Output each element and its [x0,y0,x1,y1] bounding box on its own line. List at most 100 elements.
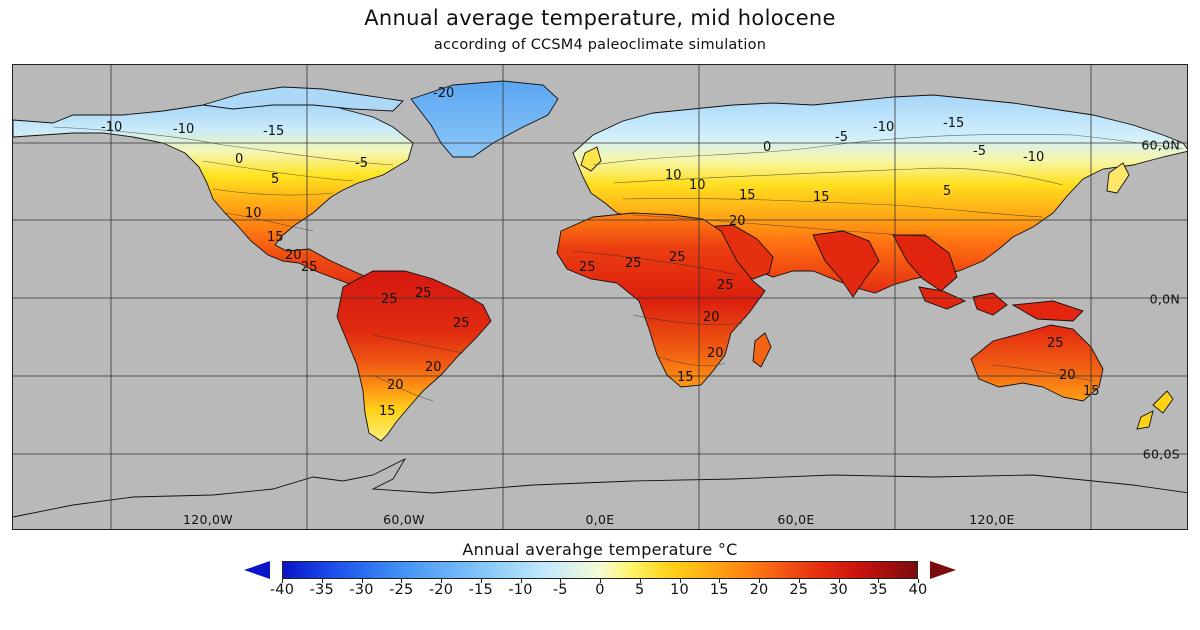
contour-label: 0 [235,152,243,167]
madagascar-land [752,332,772,368]
colorbar-tick-label: 25 [789,582,809,598]
colorbar-tick-label: 35 [868,582,888,598]
colorbar-tick-mark [719,579,721,583]
chart-title: Annual average temperature, mid holocene [364,6,836,30]
antarctica-coastline [13,457,1187,518]
landmasses [13,80,1187,518]
map-canvas: -10 -10 -15 -20 -5 0 5 10 15 20 25 25 25… [13,65,1187,529]
lon-label: 120,0E [969,512,1015,527]
colorbar-min-extend-arrow [244,561,270,579]
colorbar-tick-label: -5 [552,582,568,598]
contour-label: -10 [1023,150,1044,165]
contour-label: 20 [285,248,302,263]
colorbar-max-extend-arrow [930,561,956,579]
lon-label: 0,0E [585,512,615,527]
colorbar-tick-mark [520,579,522,583]
colorbar-tick-mark [600,579,601,583]
colorbar-tick-mark [282,579,283,583]
contour-label: 25 [579,260,596,275]
africa-land [556,212,766,388]
colorbar-tick-label: -35 [309,582,334,598]
contour-label: 25 [717,278,734,293]
north-america-land [13,94,414,288]
contour-label: 15 [739,188,756,203]
lat-label: 60,0S [1142,446,1180,462]
contour-label: 20 [425,360,442,375]
contour-label: -10 [101,120,122,135]
colorbar-tick-mark [759,579,760,583]
colorbar-tick-mark [918,579,919,583]
colorbar-tick-mark [838,579,840,583]
britain-land [580,146,602,172]
japan-land [1106,162,1130,194]
contour-label: 15 [267,230,284,245]
india-land [812,230,880,298]
colorbar-tick-label: 40 [908,582,928,598]
southeast-asia-land [892,234,958,292]
colorbar-tick-label: 30 [829,582,848,598]
contour-label: 10 [245,206,262,221]
colorbar-tick-label: -25 [389,582,414,598]
colorbar-tick-label: -40 [269,582,295,598]
colorbar-gradient [282,561,918,579]
contour-label: -15 [943,116,964,131]
contour-label: 20 [729,214,746,229]
colorbar-tick-label: 0 [595,582,605,598]
contour-label: 15 [813,190,830,205]
contour-label: -10 [873,120,894,135]
contour-label: -5 [835,130,848,145]
colorbar-tick-label: -20 [428,582,454,598]
contour-label: 15 [379,404,396,419]
contour-label: 15 [1083,384,1100,399]
contour-label: -10 [173,122,194,137]
contour-labels: -10 -10 -15 -20 -5 0 5 10 15 20 25 25 25… [101,86,1100,419]
contour-label: 25 [625,256,642,271]
contour-lines [52,126,1184,402]
contour-label: 25 [381,292,398,307]
contour-label: 25 [301,260,318,275]
colorbar-tick-label: 20 [749,582,769,598]
contour-label: 20 [707,346,724,361]
contour-label: 20 [703,310,720,325]
contour-label: 25 [415,286,432,301]
colorbar [244,560,956,582]
contour-label: 5 [943,184,951,199]
colorbar-title: Annual averahge temperature °C [462,540,738,559]
contour-label: 5 [271,172,279,187]
temperature-map[interactable]: -10 -10 -15 -20 -5 0 5 10 15 20 25 25 25… [12,64,1188,530]
arctic-islands [202,86,404,112]
contour-label: 20 [387,378,404,393]
colorbar-tick-mark [441,579,442,583]
contour-label: -20 [433,86,454,101]
colorbar-tick-mark [798,579,800,583]
colorbar-tick-label: -30 [349,582,374,598]
contour-label: 0 [763,140,771,155]
lat-label: 60,0N [1141,137,1180,153]
contour-label: 25 [453,316,470,331]
colorbar-tick-mark [679,579,681,583]
colorbar-tick-label: -10 [508,582,533,598]
new-zealand-land [1136,390,1174,430]
contour-label: 15 [677,370,694,385]
lat-label: 0,0N [1149,291,1180,307]
contour-label: -5 [973,144,986,159]
colorbar-tick-label: 10 [670,582,689,598]
lon-label: 120,0W [183,512,233,527]
colorbar-tick-mark [401,579,403,583]
colorbar-tick-mark [878,579,880,583]
colorbar-tick-label: 5 [635,582,645,598]
graticule [13,65,1187,529]
colorbar-tick-label: -15 [468,582,493,598]
contour-label: 10 [665,168,682,183]
contour-label: -15 [263,124,284,139]
colorbar-tick-mark [639,579,641,583]
indonesia-land [918,286,1084,322]
chart-subtitle: according of CCSM4 paleoclimate simulati… [433,37,767,53]
contour-label: 25 [669,250,686,265]
contour-label: -5 [355,156,368,171]
lon-label: 60,0W [383,512,425,527]
colorbar-tick-mark [361,579,363,583]
south-america-land [336,270,492,442]
contour-label: 10 [689,178,706,193]
lon-label: 60,0E [777,512,815,527]
